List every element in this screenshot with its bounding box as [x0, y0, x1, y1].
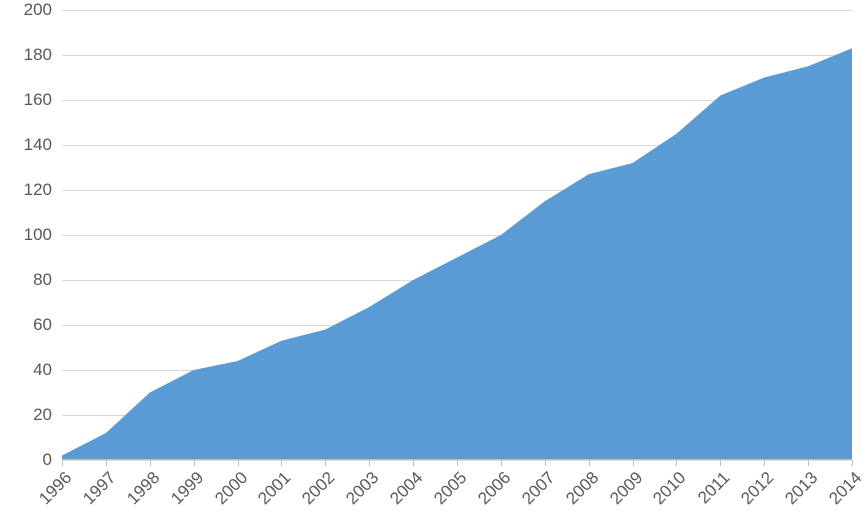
- x-tick: [457, 460, 458, 466]
- x-tick: [62, 460, 63, 466]
- x-tick-label: 2010: [650, 468, 691, 509]
- x-tick: [720, 460, 721, 466]
- y-tick-label: 180: [0, 45, 52, 65]
- y-tick-label: 200: [0, 0, 52, 20]
- x-tick-label: 2007: [518, 468, 559, 509]
- area-chart: 0 20 40 60 80 100 120 140 160 180 200 1996199719981…: [0, 0, 867, 527]
- x-tick: [413, 460, 414, 466]
- x-tick: [281, 460, 282, 466]
- y-tick-label: 20: [0, 405, 52, 425]
- x-tick-label: 2013: [781, 468, 822, 509]
- x-tick-label: 2014: [825, 468, 866, 509]
- x-tick-label: 1999: [167, 468, 208, 509]
- x-tick: [633, 460, 634, 466]
- x-tick-label: 1997: [79, 468, 120, 509]
- x-tick: [676, 460, 677, 466]
- x-tick-label: 2001: [255, 468, 296, 509]
- y-tick-label: 120: [0, 180, 52, 200]
- x-tick: [238, 460, 239, 466]
- area-series: [62, 10, 852, 460]
- x-tick: [106, 460, 107, 466]
- x-tick-label: 1996: [35, 468, 76, 509]
- x-tick-label: 2005: [430, 468, 471, 509]
- x-tick: [501, 460, 502, 466]
- x-tick: [808, 460, 809, 466]
- y-tick-label: 160: [0, 90, 52, 110]
- x-tick: [589, 460, 590, 466]
- x-tick-label: 2012: [737, 468, 778, 509]
- x-tick-label: 1998: [123, 468, 164, 509]
- y-tick-label: 60: [0, 315, 52, 335]
- x-tick-label: 2008: [562, 468, 603, 509]
- x-tick: [325, 460, 326, 466]
- y-tick-label: 0: [0, 450, 52, 470]
- y-tick-label: 80: [0, 270, 52, 290]
- y-tick-label: 40: [0, 360, 52, 380]
- x-tick-label: 2000: [211, 468, 252, 509]
- x-tick: [194, 460, 195, 466]
- x-tick-label: 2003: [342, 468, 383, 509]
- x-tick-label: 2006: [474, 468, 515, 509]
- x-tick: [852, 460, 853, 466]
- x-tick: [764, 460, 765, 466]
- plot-area: [62, 10, 852, 460]
- y-tick-label: 100: [0, 225, 52, 245]
- x-tick-label: 2004: [386, 468, 427, 509]
- x-tick-label: 2002: [299, 468, 340, 509]
- x-tick: [369, 460, 370, 466]
- x-tick-label: 2011: [694, 468, 734, 508]
- x-tick: [150, 460, 151, 466]
- x-tick-label: 2009: [606, 468, 647, 509]
- x-tick: [545, 460, 546, 466]
- y-tick-label: 140: [0, 135, 52, 155]
